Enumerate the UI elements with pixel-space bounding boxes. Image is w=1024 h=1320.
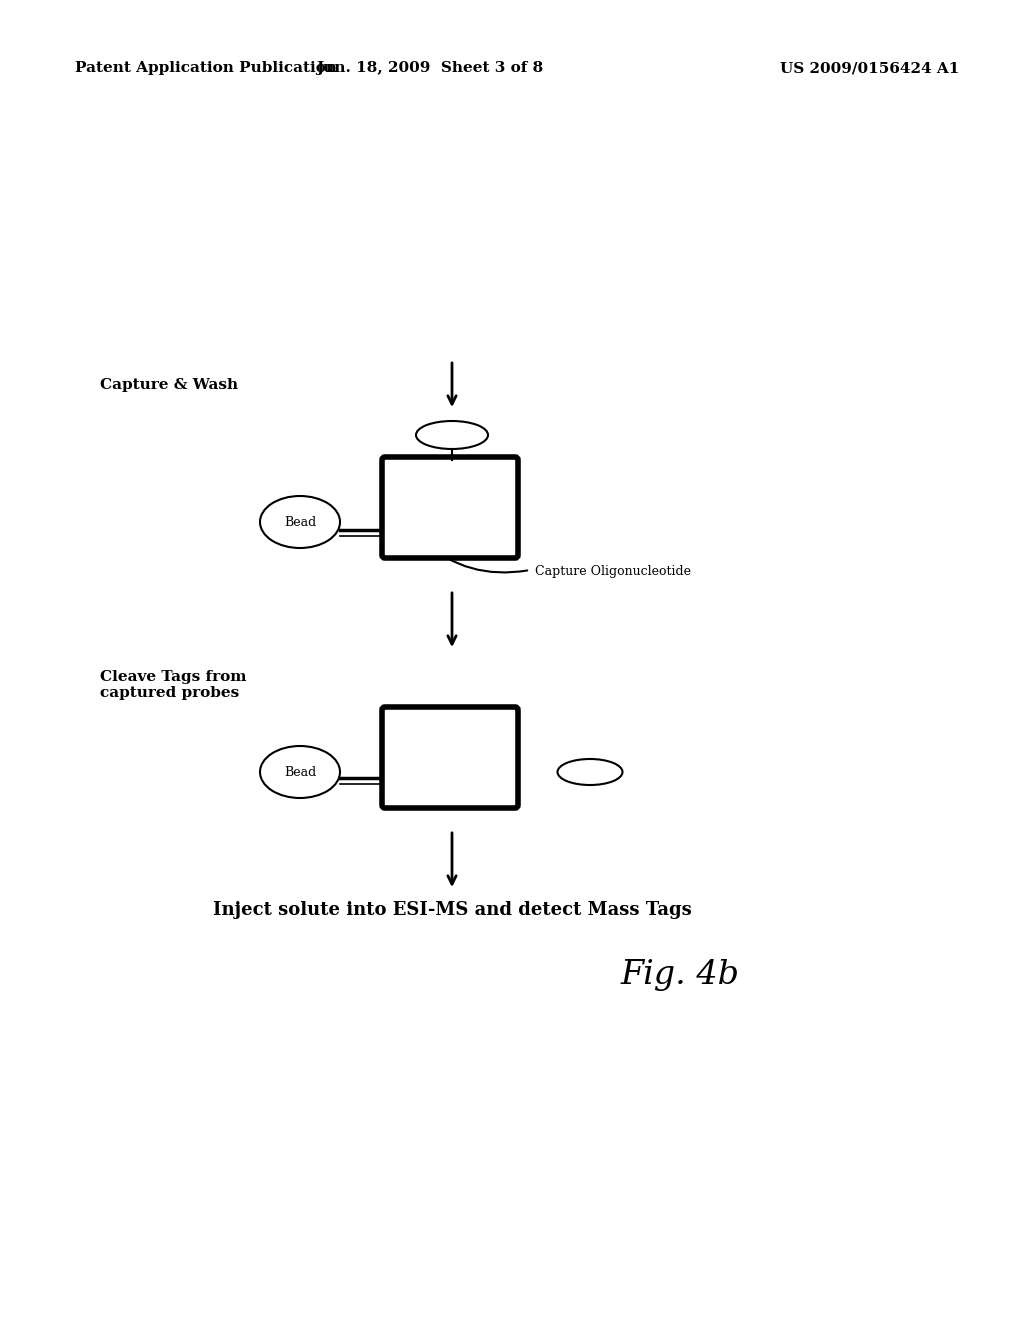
Ellipse shape xyxy=(557,759,623,785)
Text: Capture Oligonucleotide: Capture Oligonucleotide xyxy=(535,565,691,578)
Text: Bead: Bead xyxy=(284,766,316,779)
Text: Patent Application Publication: Patent Application Publication xyxy=(75,61,337,75)
Ellipse shape xyxy=(416,421,488,449)
FancyBboxPatch shape xyxy=(382,457,518,558)
Text: Jun. 18, 2009  Sheet 3 of 8: Jun. 18, 2009 Sheet 3 of 8 xyxy=(316,61,544,75)
Text: Capture & Wash: Capture & Wash xyxy=(100,378,239,392)
FancyBboxPatch shape xyxy=(382,708,518,808)
Text: Fig. 4b: Fig. 4b xyxy=(621,960,739,991)
Text: US 2009/0156424 A1: US 2009/0156424 A1 xyxy=(780,61,959,75)
Ellipse shape xyxy=(260,496,340,548)
Text: Cleave Tags from
captured probes: Cleave Tags from captured probes xyxy=(100,671,247,700)
Text: Inject solute into ESI-MS and detect Mass Tags: Inject solute into ESI-MS and detect Mas… xyxy=(213,902,691,919)
Text: Bead: Bead xyxy=(284,516,316,528)
Ellipse shape xyxy=(260,746,340,799)
